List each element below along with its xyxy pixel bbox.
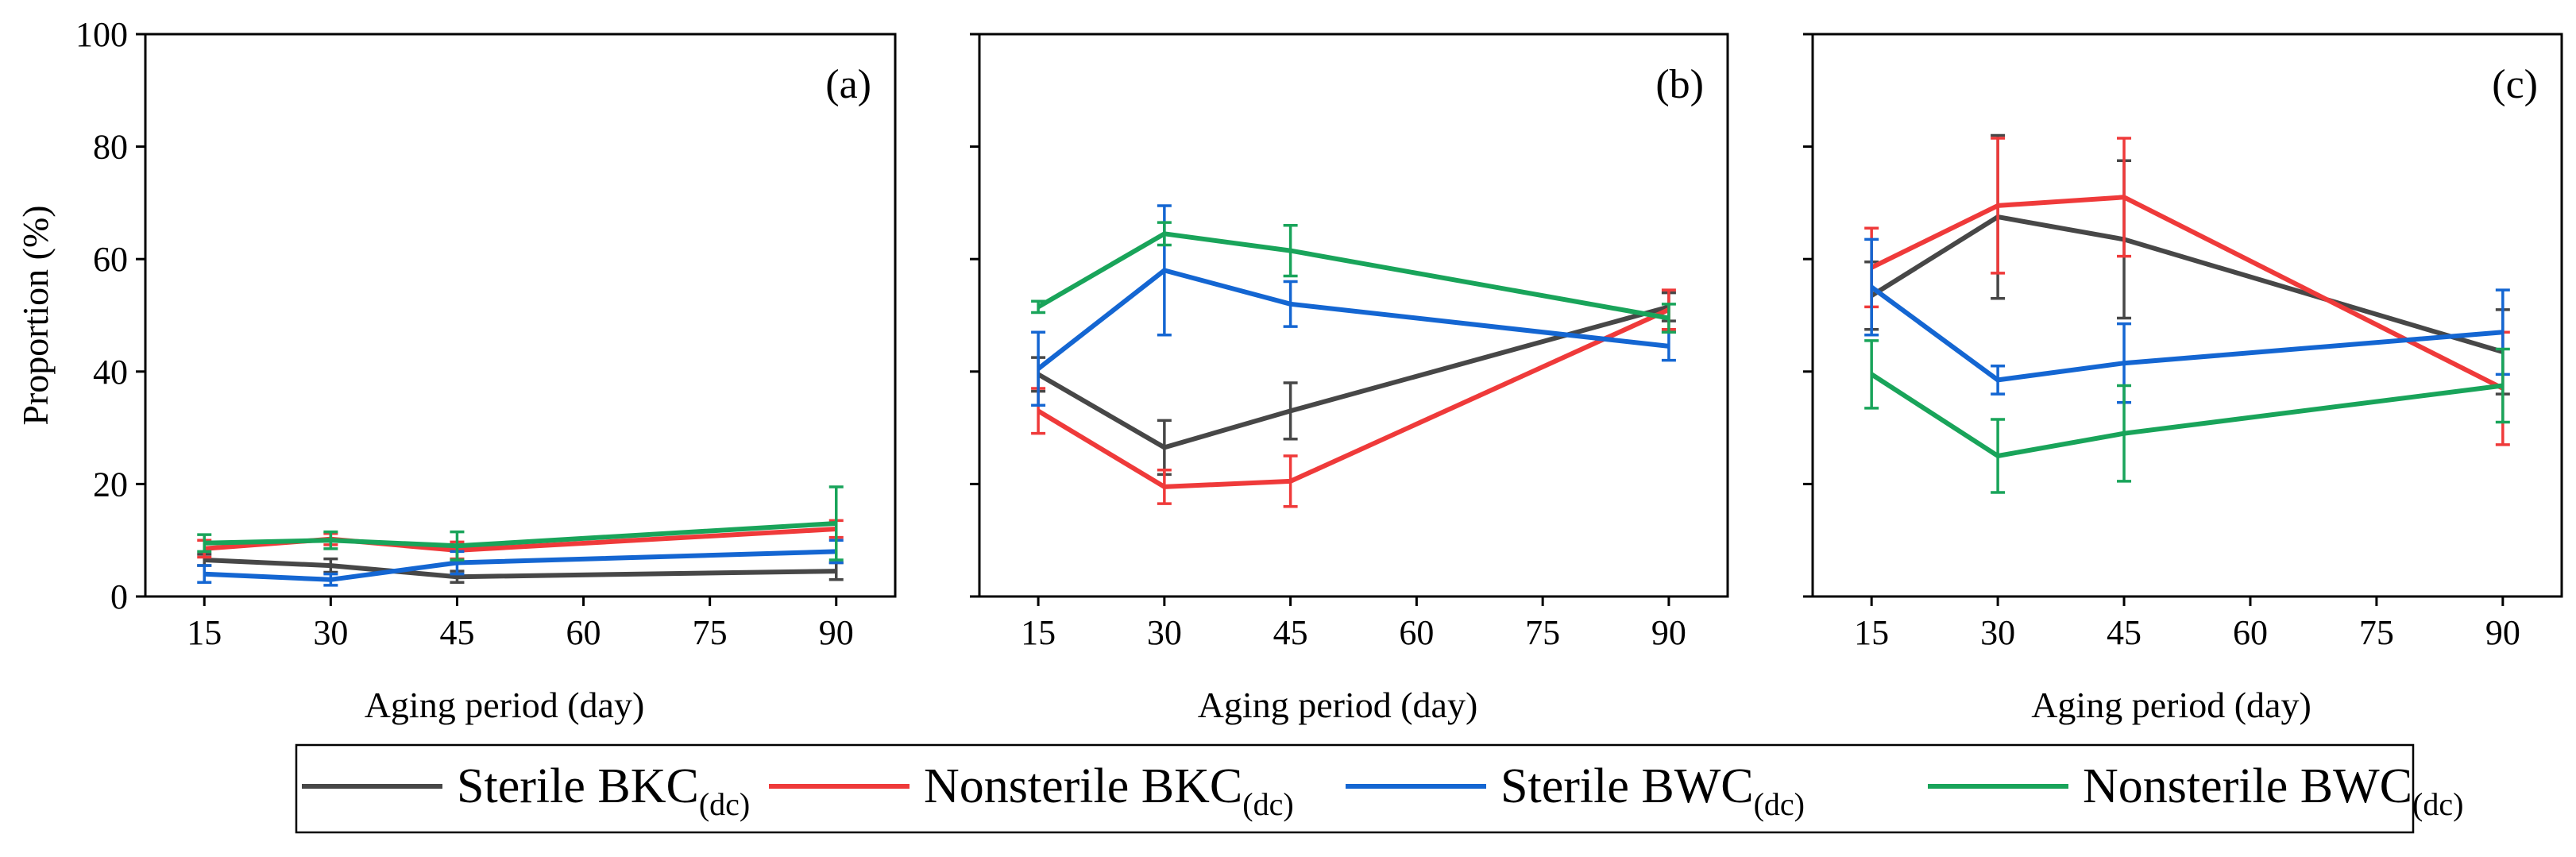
x-tick-label: 45 xyxy=(2107,613,2142,652)
legend-label-subscript: (dc) xyxy=(1754,786,1805,822)
legend-label-main: Sterile BWC xyxy=(1500,759,1754,813)
y-tick-label: 60 xyxy=(93,240,128,279)
y-tick-label: 20 xyxy=(93,465,128,504)
panel-label: (a) xyxy=(825,62,871,107)
series-4 xyxy=(197,485,844,562)
series-line xyxy=(204,521,836,549)
x-tick-label: 60 xyxy=(2233,613,2268,652)
legend: Sterile BKC(dc) Nonsterile BKC(dc) Sterile… xyxy=(295,743,2463,834)
series-4 xyxy=(1031,221,1676,334)
x-tick-label: 90 xyxy=(1651,613,1686,652)
x-tick-label: 75 xyxy=(693,613,728,652)
series-line xyxy=(1037,304,1670,450)
legend-label: Nonsterile BWC(dc) xyxy=(2083,759,2463,822)
legend-item-3: Sterile BWC(dc) xyxy=(1346,759,1805,822)
legend-label-subscript: (dc) xyxy=(699,786,750,822)
series-line xyxy=(1037,307,1670,489)
series-line xyxy=(1037,231,1670,321)
series-3 xyxy=(1864,237,2510,404)
x-tick-label: 15 xyxy=(1854,613,1889,652)
panel-1: 0 20 40 60 80 100 15 30 45 60 75 90 Aging period (da… xyxy=(75,15,897,725)
plot-frame xyxy=(978,33,1729,598)
series-line xyxy=(1870,285,2504,383)
legend-label: Nonsterile BKC(dc) xyxy=(924,759,1294,822)
y-tick-label: 0 xyxy=(110,577,128,616)
legend-label-subscript: (dc) xyxy=(2412,786,2463,822)
legend-label-main: Sterile BKC xyxy=(457,759,699,813)
panel-label: (b) xyxy=(1655,62,1704,107)
x-tick-label: 90 xyxy=(819,613,854,652)
plot-frame xyxy=(1811,33,2563,598)
series-line xyxy=(1870,372,2504,458)
x-tick-label: 30 xyxy=(1980,613,2015,652)
legend-label: Sterile BKC(dc) xyxy=(457,759,750,822)
y-tick-label: 100 xyxy=(75,15,128,54)
series-line xyxy=(1870,214,2504,354)
y-tick-label: 80 xyxy=(93,128,128,167)
y-tick-label: 40 xyxy=(93,353,128,392)
x-tick-label: 30 xyxy=(313,613,348,652)
legend-label-subscript: (dc) xyxy=(1242,786,1293,822)
panels: 0 20 40 60 80 100 15 30 45 60 75 90 Aging period (da… xyxy=(15,15,2563,725)
panel-label: (c) xyxy=(2492,62,2538,107)
x-tick-label: 75 xyxy=(2359,613,2394,652)
legend-item-2: Nonsterile BKC(dc) xyxy=(769,759,1294,822)
series-3 xyxy=(1031,204,1676,407)
legend-label: Sterile BWC(dc) xyxy=(1500,759,1805,822)
x-axis-title: Aging period (day) xyxy=(1198,685,1478,725)
x-tick-label: 60 xyxy=(566,613,601,652)
x-tick-label: 60 xyxy=(1399,613,1434,652)
y-axis-title: Proportion (%) xyxy=(15,205,56,425)
series-4 xyxy=(1864,339,2510,494)
series-line xyxy=(204,549,836,582)
legend-item-4: Nonsterile BWC(dc) xyxy=(1928,759,2463,822)
panel-2: 15 30 45 60 75 90 Aging period (day) (b) xyxy=(970,33,1729,725)
x-tick-label: 45 xyxy=(1273,613,1308,652)
x-tick-label: 30 xyxy=(1147,613,1182,652)
plot-frame xyxy=(144,33,897,598)
series-1 xyxy=(1031,291,1676,477)
series-line xyxy=(1037,268,1670,371)
series-line xyxy=(1870,195,2505,391)
x-tick-label: 15 xyxy=(1021,613,1056,652)
legend-label-main: Nonsterile BWC xyxy=(2083,759,2412,813)
x-axis-title: Aging period (day) xyxy=(2031,685,2311,725)
x-tick-label: 15 xyxy=(187,613,222,652)
series-2 xyxy=(1031,288,1676,508)
x-tick-label: 75 xyxy=(1525,613,1560,652)
x-tick-label: 90 xyxy=(2485,613,2520,652)
panel-3: 15 30 45 60 75 90 Aging period (day) (c) xyxy=(1803,33,2563,725)
legend-label-main: Nonsterile BKC xyxy=(924,759,1242,813)
x-tick-label: 45 xyxy=(439,613,474,652)
legend-item-1: Sterile BKC(dc) xyxy=(302,759,750,822)
x-axis-title: Aging period (day) xyxy=(365,685,645,725)
